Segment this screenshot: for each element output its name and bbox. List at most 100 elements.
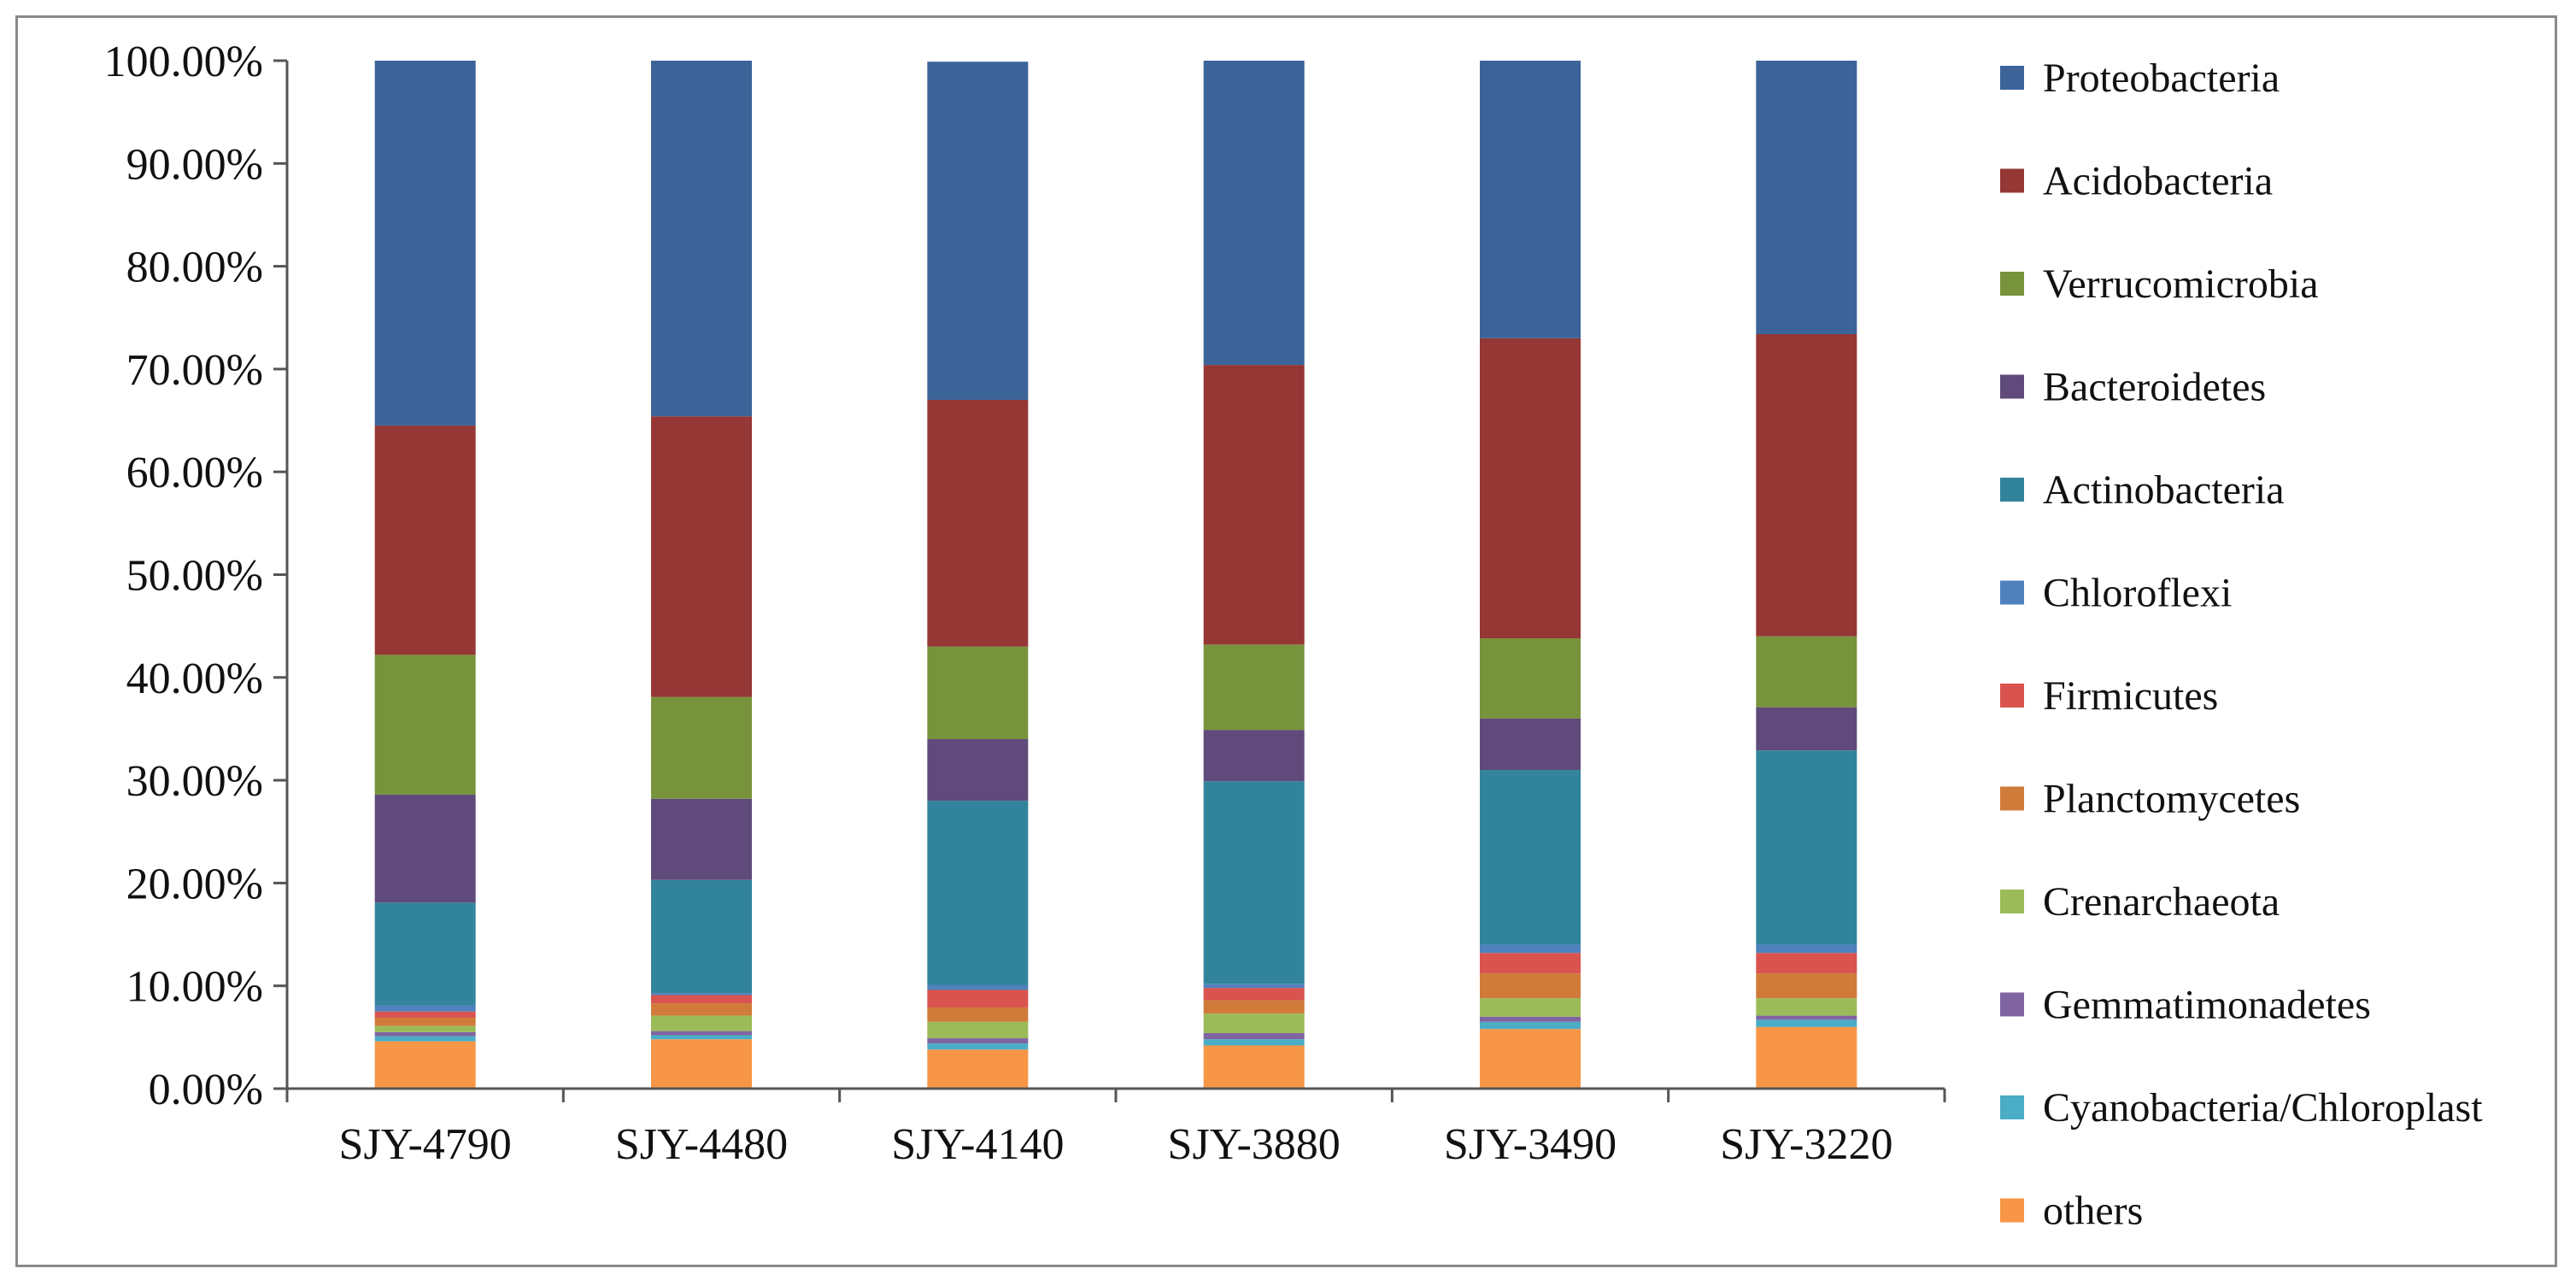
y-tick-labels: 0.00% 10.00% 20.00% 30.00% 40.00% 50.00% 60.00… — [104, 38, 263, 1114]
bar-segment-gemmatimonadetes-sjy-4140 — [927, 1038, 1029, 1044]
bar-segment-bacteroidetes-sjy-4480 — [651, 798, 752, 880]
axes-group — [273, 59, 1946, 1102]
bar-segment-acidobacteria-sjy-4790 — [374, 426, 476, 655]
bar-segment-proteobacteria-sjy-3490 — [1480, 61, 1581, 338]
bar-segment-proteobacteria-sjy-3220 — [1756, 61, 1857, 334]
bar-segment-others-sjy-3490 — [1480, 1029, 1581, 1089]
legend-label-others: others — [2043, 1189, 2143, 1234]
bar-segment-firmicutes-sjy-4140 — [927, 989, 1029, 1007]
bars-group — [374, 61, 1857, 1089]
bar-segment-bacteroidetes-sjy-3490 — [1480, 718, 1581, 771]
bar-segment-others-sjy-4790 — [374, 1041, 476, 1089]
bar-segment-cyanobacteria-chloroplast-sjy-4790 — [374, 1036, 476, 1042]
chart-frame: 0.00% 10.00% 20.00% 30.00% 40.00% 50.00% 60.00… — [15, 15, 2557, 1267]
bar-segment-gemmatimonadetes-sjy-4480 — [651, 1031, 752, 1036]
bar-segment-chloroflexi-sjy-4140 — [927, 984, 1029, 990]
bar-segment-cyanobacteria-chloroplast-sjy-4480 — [651, 1035, 752, 1040]
bar-segment-proteobacteria-sjy-4790 — [374, 61, 476, 426]
bar-segment-acidobacteria-sjy-3880 — [1203, 365, 1305, 645]
legend-label-crenarchaeota: Crenarchaeota — [2043, 879, 2280, 925]
legend-label-firmicutes: Firmicutes — [2043, 673, 2218, 719]
bar-segment-acidobacteria-sjy-3220 — [1756, 333, 1857, 637]
bar-segment-firmicutes-sjy-4480 — [651, 995, 752, 1004]
stacked-bar-chart: 0.00% 10.00% 20.00% 30.00% 40.00% 50.00% 60.00… — [104, 38, 2484, 1234]
legend-label-cyanobacteria-chloroplast: Cyanobacteria/Chloroplast — [2043, 1085, 2483, 1130]
legend-swatch-cyanobacteria-chloroplast — [2000, 1095, 2024, 1119]
bar-segment-verrucomicrobia-sjy-4480 — [651, 696, 752, 799]
y-tick-label: 10.00% — [126, 963, 263, 1012]
y-tick-label: 100.00% — [104, 38, 263, 86]
legend-label-proteobacteria: Proteobacteria — [2043, 56, 2280, 101]
bar-segment-actinobacteria-sjy-3880 — [1203, 781, 1305, 984]
bar-segment-bacteroidetes-sjy-4790 — [374, 794, 476, 903]
bar-segment-chloroflexi-sjy-4790 — [374, 1005, 476, 1012]
x-tick-label: SJY-3220 — [1720, 1120, 1892, 1169]
bar-segment-cyanobacteria-chloroplast-sjy-3490 — [1480, 1021, 1581, 1030]
y-tick-label: 30.00% — [126, 757, 263, 806]
bar-segment-crenarchaeota-sjy-3880 — [1203, 1013, 1305, 1034]
bar-segment-cyanobacteria-chloroplast-sjy-3220 — [1756, 1019, 1857, 1027]
bar-segment-firmicutes-sjy-4790 — [374, 1011, 476, 1018]
legend-swatch-acidobacteria — [2000, 168, 2024, 193]
bar-segment-bacteroidetes-sjy-3880 — [1203, 730, 1305, 782]
legend-swatch-actinobacteria — [2000, 478, 2024, 502]
x-tick-labels: SJY-4790 SJY-4480 SJY-4140 SJY-3880 SJY-3490… — [339, 1120, 1893, 1169]
bar-segment-acidobacteria-sjy-4140 — [927, 399, 1029, 647]
bar-segment-actinobacteria-sjy-4790 — [374, 902, 476, 1006]
bar-segment-planctomycetes-sjy-3490 — [1480, 973, 1581, 999]
x-tick-label: SJY-4790 — [339, 1120, 512, 1169]
legend-label-planctomycetes: Planctomycetes — [2043, 777, 2300, 822]
bar-segment-proteobacteria-sjy-4140 — [927, 62, 1029, 400]
legend-label-chloroflexi: Chloroflexi — [2043, 571, 2232, 616]
bar-segment-gemmatimonadetes-sjy-4790 — [374, 1031, 476, 1036]
bar-segment-crenarchaeota-sjy-3220 — [1756, 998, 1857, 1016]
bar-segment-others-sjy-3880 — [1203, 1045, 1305, 1089]
legend-swatch-firmicutes — [2000, 684, 2024, 708]
bar-segment-firmicutes-sjy-3220 — [1756, 953, 1857, 974]
bar-segment-cyanobacteria-chloroplast-sjy-4140 — [927, 1043, 1029, 1050]
legend-swatch-planctomycetes — [2000, 786, 2024, 811]
bar-segment-firmicutes-sjy-3490 — [1480, 953, 1581, 974]
legend-label-verrucomicrobia: Verrucomicrobia — [2043, 261, 2319, 307]
bar-segment-acidobacteria-sjy-4480 — [651, 416, 752, 697]
bar-segment-gemmatimonadetes-sjy-3880 — [1203, 1033, 1305, 1040]
y-tick-label: 0.00% — [149, 1066, 263, 1114]
y-tick-label: 50.00% — [126, 552, 263, 601]
bar-segment-crenarchaeota-sjy-4480 — [651, 1015, 752, 1031]
bar-segment-acidobacteria-sjy-3490 — [1480, 338, 1581, 639]
legend-swatch-gemmatimonadetes — [2000, 992, 2024, 1017]
bar-segment-actinobacteria-sjy-4480 — [651, 879, 752, 994]
y-tick-label: 40.00% — [126, 655, 263, 703]
legend-swatch-others — [2000, 1198, 2024, 1223]
bar-segment-planctomycetes-sjy-3880 — [1203, 1000, 1305, 1014]
legend-swatch-proteobacteria — [2000, 66, 2024, 90]
bar-segment-bacteroidetes-sjy-4140 — [927, 738, 1029, 802]
y-tick-label: 20.00% — [126, 860, 263, 908]
bar-segment-firmicutes-sjy-3880 — [1203, 988, 1305, 1001]
y-tick-label: 80.00% — [126, 244, 263, 292]
legend-label-actinobacteria: Actinobacteria — [2043, 467, 2285, 513]
bar-segment-others-sjy-4140 — [927, 1049, 1029, 1089]
bar-segment-verrucomicrobia-sjy-3490 — [1480, 638, 1581, 719]
legend-label-bacteroidetes: Bacteroidetes — [2043, 365, 2266, 410]
bar-segment-chloroflexi-sjy-3220 — [1756, 944, 1857, 954]
bar-segment-actinobacteria-sjy-4140 — [927, 801, 1029, 985]
x-tick-label: SJY-3490 — [1444, 1120, 1617, 1169]
legend-swatch-crenarchaeota — [2000, 890, 2024, 913]
bar-segment-proteobacteria-sjy-4480 — [651, 61, 752, 417]
bar-segment-verrucomicrobia-sjy-4790 — [374, 655, 476, 795]
bar-segment-planctomycetes-sjy-4790 — [374, 1017, 476, 1026]
bar-segment-proteobacteria-sjy-3880 — [1203, 61, 1305, 366]
bar-segment-chloroflexi-sjy-3490 — [1480, 944, 1581, 954]
bar-segment-crenarchaeota-sjy-4790 — [374, 1025, 476, 1032]
bar-segment-planctomycetes-sjy-4480 — [651, 1003, 752, 1016]
bar-segment-crenarchaeota-sjy-4140 — [927, 1021, 1029, 1039]
x-tick-label: SJY-4480 — [615, 1120, 788, 1169]
bar-segment-others-sjy-4480 — [651, 1039, 752, 1089]
bar-segment-crenarchaeota-sjy-3490 — [1480, 998, 1581, 1017]
bar-segment-bacteroidetes-sjy-3220 — [1756, 707, 1857, 751]
bar-segment-planctomycetes-sjy-4140 — [927, 1007, 1029, 1022]
bar-segment-planctomycetes-sjy-3220 — [1756, 973, 1857, 999]
x-tick-label: SJY-3880 — [1168, 1120, 1341, 1169]
legend-label-gemmatimonadetes: Gemmatimonadetes — [2043, 983, 2371, 1028]
